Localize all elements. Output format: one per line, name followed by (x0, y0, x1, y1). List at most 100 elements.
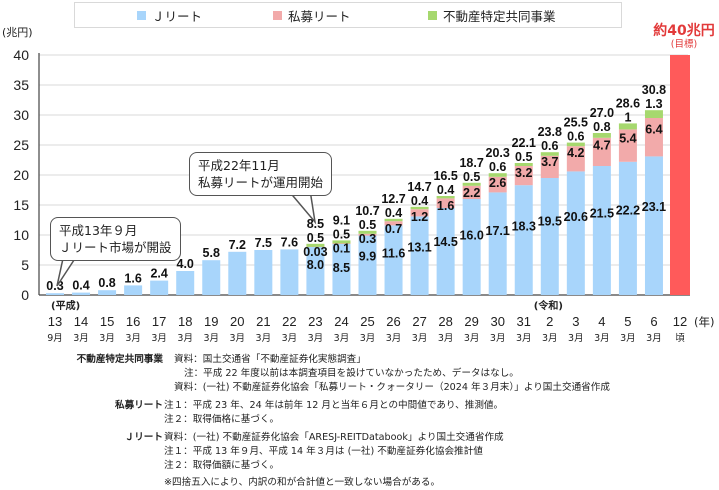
x-tick-label: 22 (282, 314, 296, 329)
data-label-fudosan: 1.3 (645, 97, 662, 111)
x-tick-label: 6 (650, 314, 657, 329)
data-label-jreit: 7.5 (255, 236, 272, 250)
bar-segment-jreit (540, 178, 559, 295)
data-label-shibo: 0.03 (303, 245, 327, 259)
bar-segment-jreit (332, 244, 351, 295)
data-label-jreit: 18.3 (512, 219, 536, 233)
bar-segment-fudosan (306, 243, 325, 247)
bar-segment-jreit (254, 250, 273, 295)
bar-segment-jreit (462, 199, 481, 295)
data-label-fudosan: 0.6 (489, 160, 506, 174)
data-label-total: 20.3 (486, 146, 510, 160)
x-tick-label: 17 (152, 314, 166, 329)
data-label-total: 28.6 (616, 96, 640, 110)
legend-swatch-fudosan (428, 11, 437, 20)
data-label-shibo: 0.1 (333, 241, 350, 255)
bar-segment-jreit (306, 247, 325, 295)
data-label-fudosan: 1 (624, 110, 631, 124)
bar-segment-jreit (176, 271, 195, 295)
bar-segment-shibo (592, 137, 611, 166)
bar-segment-fudosan (618, 123, 637, 130)
target-value-label: 約40兆円 (653, 23, 715, 39)
x-tick-label: 4 (598, 314, 605, 329)
legend-label-fudosan: 不動産特定共同事業 (443, 9, 556, 24)
y-tick-label: 35 (13, 77, 29, 93)
data-label-total: 12.7 (381, 192, 405, 206)
y-tick-label: 30 (13, 107, 29, 123)
bar-segment-fudosan (592, 133, 611, 138)
bar-segment-shibo (618, 129, 637, 162)
note-jreit-1: 資料：(一社) 不動産証券化協会「ARESJ-REITDatabook」より国土… (164, 432, 504, 443)
x-sub-label: 3月 (125, 333, 141, 344)
x-sub-label: 3月 (230, 333, 246, 344)
legend-label-jreit: Ｊリート (152, 9, 203, 24)
x-sub-label: 3月 (334, 333, 350, 344)
data-label-jreit: 4.0 (177, 257, 194, 271)
bar-segment-fudosan (436, 196, 455, 199)
bar-segment-shibo (566, 146, 585, 172)
x-sub-label: 3月 (99, 333, 115, 344)
bar-segment-jreit (280, 249, 299, 295)
data-label-total: 30.8 (642, 83, 666, 97)
data-label-total: 8.5 (307, 217, 324, 231)
bar-segment-jreit (592, 166, 611, 295)
note-jreit-3: 注２：取得価額に基づく。 (164, 460, 280, 471)
data-label-fudosan: 0.5 (307, 231, 324, 245)
x-sub-label: 3月 (151, 333, 167, 344)
data-label-jreit: 0.3 (46, 279, 63, 293)
data-label-total: 25.5 (564, 116, 588, 130)
data-label-fudosan: 0.4 (385, 206, 402, 220)
data-label-total: 16.5 (433, 169, 457, 183)
bar-segment-shibo (488, 176, 507, 193)
bar-segment-jreit (644, 156, 663, 295)
data-label-shibo: 4.2 (567, 146, 584, 160)
data-label-total: 22.1 (512, 136, 536, 150)
data-label-fudosan: 0.4 (437, 183, 454, 197)
data-label-jreit: 20.6 (564, 210, 588, 224)
data-label-jreit: 5.8 (203, 246, 220, 260)
bar-segment-shibo (410, 209, 429, 217)
callout-shibo-line2: 私募リートが運用開始 (198, 175, 324, 190)
note-head-shibo: 私募リート (115, 400, 163, 411)
legend-item-shibo: 私募リート (273, 6, 351, 25)
x-tick-label: 25 (360, 314, 374, 329)
callout-pointer-shibo (287, 189, 317, 225)
callout-pointer-jreit (56, 253, 79, 287)
data-label-fudosan: 0.5 (463, 170, 480, 184)
bar-segment-jreit (436, 208, 455, 295)
x-tick-label: 15 (100, 314, 114, 329)
data-label-total: 27.0 (590, 106, 614, 120)
x-sub-label: 9月 (47, 333, 63, 344)
note-shibo-1: 注１：平成 23 年、24 年は前年 12 月と当年６月との中間値であり、推測値… (164, 400, 504, 411)
x-tick-label: 26 (386, 314, 400, 329)
bar-segment-jreit (72, 292, 91, 295)
data-label-shibo: 3.2 (515, 166, 532, 180)
callout-jreit-line1: 平成13年９月 (59, 223, 138, 238)
bar-segment-jreit (202, 260, 221, 295)
data-label-shibo: 1.6 (437, 199, 454, 213)
data-label-jreit: 11.6 (382, 247, 406, 261)
data-label-fudosan: 0.5 (359, 218, 376, 232)
data-label-total: 18.7 (459, 156, 483, 170)
x-sub-label: 3月 (490, 333, 506, 344)
data-label-fudosan: 0.5 (333, 227, 350, 241)
note-shibo-2: 注２：取得価格に基づく。 (164, 414, 280, 425)
era-label: (平成) (51, 299, 80, 312)
bar-segment-shibo (644, 118, 663, 157)
data-label-jreit: 19.5 (538, 214, 562, 228)
data-label-fudosan: 0.4 (411, 194, 428, 208)
x-tick-label: 14 (74, 314, 88, 329)
y-tick-label: 40 (13, 47, 29, 63)
data-label-jreit: 21.5 (590, 206, 614, 220)
x-sub-label: 3月 (646, 333, 662, 344)
data-label-jreit: 7.2 (229, 238, 246, 252)
bar-segment-jreit (618, 161, 637, 295)
data-label-jreit: 14.5 (433, 235, 457, 249)
bar-segment-shibo (358, 233, 377, 236)
data-label-shibo: 6.4 (645, 122, 662, 136)
x-sub-label: 3月 (282, 333, 298, 344)
x-tick-label: 28 (438, 314, 452, 329)
y-tick-label: 5 (21, 257, 29, 273)
data-label-jreit: 0.4 (72, 279, 89, 293)
data-label-total: 9.1 (333, 213, 350, 227)
